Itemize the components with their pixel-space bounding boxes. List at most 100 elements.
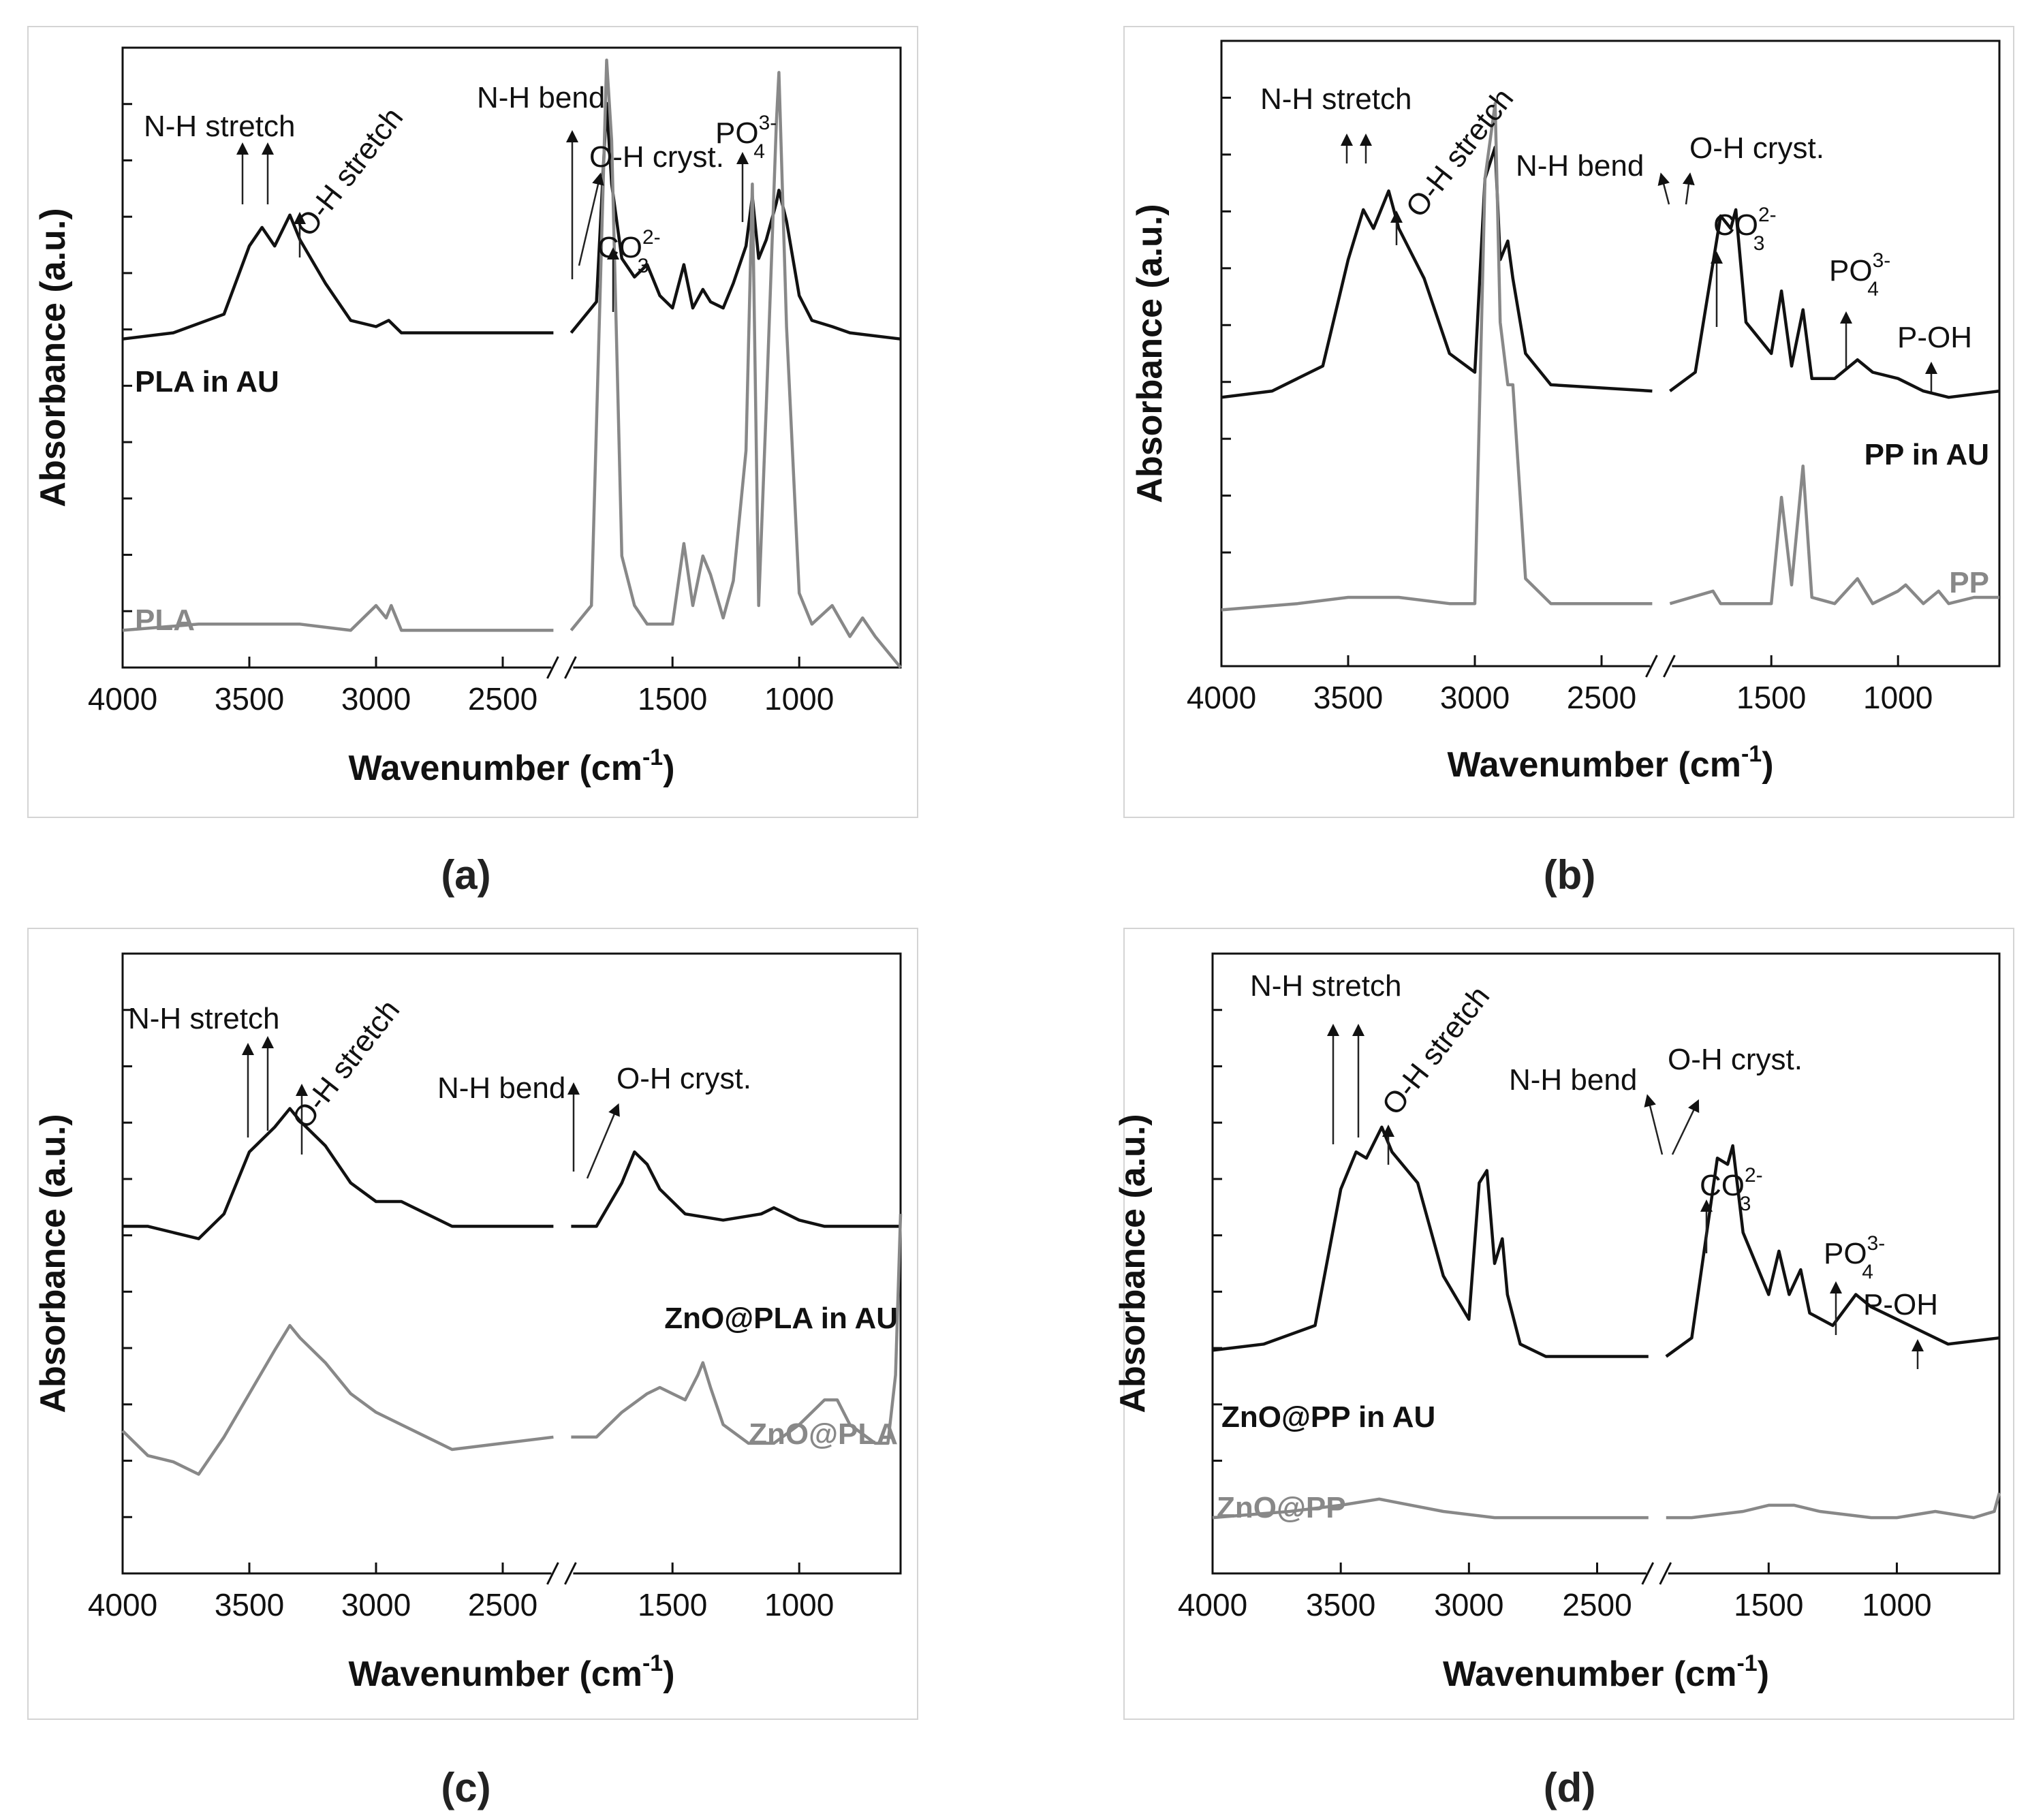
annotation-text: N-H bend xyxy=(437,1071,565,1105)
x-tick-label: 3000 xyxy=(1440,680,1510,715)
annotation-label: PO3- 4 xyxy=(715,112,777,163)
annotation-subscript: 4 xyxy=(753,140,765,163)
series-line-pla-seg2 xyxy=(570,58,902,669)
series-label: PP xyxy=(1949,566,1989,599)
series-line-pp-in-au-seg2 xyxy=(1669,208,2000,399)
x-axis-title-main: Wavenumber (cm xyxy=(348,749,642,788)
annotation-label: O-H cryst. xyxy=(589,140,724,174)
annotation-text: CO xyxy=(1713,208,1758,242)
annotation-subscript: 4 xyxy=(1862,1261,1873,1283)
x-tick-label: 1500 xyxy=(638,681,707,717)
annotation-charge: 3- xyxy=(1873,249,1891,272)
x-tick-label: 3000 xyxy=(341,681,411,717)
series-line-pp-seg2 xyxy=(1669,464,1999,606)
x-axis-title-sup: -1 xyxy=(642,744,663,770)
annotation-label: O-H cryst. xyxy=(1689,131,1824,165)
x-tick-label: 1500 xyxy=(1734,1587,1803,1622)
series-label: PP in AU xyxy=(1865,438,1989,471)
axis-break-mark xyxy=(564,656,577,679)
x-axis-title-end: ) xyxy=(663,749,674,788)
series-line-pla-seg1 xyxy=(122,603,554,632)
plot-frame xyxy=(1220,40,2001,668)
series-label: ZnO@PLA xyxy=(749,1417,898,1451)
series-line-zno-pp-in-au-seg2 xyxy=(1665,1144,2000,1358)
annotation-charge: 2- xyxy=(1758,204,1777,226)
panel-a-frame xyxy=(27,26,918,818)
x-axis-title: Wavenumber (cm-1) xyxy=(348,744,674,788)
annotation-label: N-H bend xyxy=(1516,149,1644,183)
series-line-zno-pp-seg2 xyxy=(1666,1492,2001,1520)
x-axis-title-sup: -1 xyxy=(1736,1650,1757,1676)
x-axis-title-main: Wavenumber (cm xyxy=(348,1654,642,1694)
series-line-zno-pp-seg1 xyxy=(1212,1497,1649,1520)
caption-b: (b) xyxy=(1543,852,1596,898)
annotation-label: N-H stretch xyxy=(1250,969,1401,1003)
annotation-arrow xyxy=(586,1103,620,1179)
x-axis-title-end: ) xyxy=(1758,1654,1769,1694)
x-axis-title: Wavenumber (cm-1) xyxy=(348,1650,674,1694)
annotation-text: N-H stretch xyxy=(1250,969,1401,1003)
annotation-label: N-H bend xyxy=(477,81,605,114)
annotation-text: N-H stretch xyxy=(128,1002,279,1035)
x-tick-label: 1000 xyxy=(764,1587,834,1622)
axis-break-mark xyxy=(564,1562,577,1585)
annotation-arrow xyxy=(1657,172,1670,205)
annotation-arrow xyxy=(578,172,604,266)
annotation-text: N-H stretch xyxy=(144,110,295,143)
annotation-text: O-H cryst. xyxy=(1668,1043,1803,1076)
series-line-pla-in-au-seg2 xyxy=(570,101,901,341)
x-tick-label: 1000 xyxy=(1862,1587,1931,1622)
panel-c-frame xyxy=(27,928,918,1720)
series-line-pp-seg1 xyxy=(1221,101,1653,612)
y-axis-title: Absorbance (a.u.) xyxy=(33,1114,73,1413)
annotation-label: CO2- 3 xyxy=(597,226,661,277)
x-tick-label: 3500 xyxy=(1313,680,1383,715)
annotation-label: CO2- 3 xyxy=(1713,204,1777,255)
annotation-label: N-H stretch xyxy=(144,110,295,143)
x-tick-label: 1500 xyxy=(638,1587,707,1622)
annotation-subscript: 3 xyxy=(1740,1193,1751,1215)
annotation-subscript: 4 xyxy=(1867,278,1879,300)
x-tick-label: 4000 xyxy=(88,681,157,717)
annotation-text: CO xyxy=(1700,1169,1745,1202)
annotation-text: O-H cryst. xyxy=(617,1062,751,1095)
x-tick-label: 3500 xyxy=(215,1587,284,1622)
x-tick-label: 4000 xyxy=(1178,1587,1247,1622)
annotation-charge: 3- xyxy=(759,112,777,134)
annotation-text: PO xyxy=(1824,1237,1867,1270)
annotation-arrow xyxy=(1671,1099,1700,1155)
series-line-zno-pla-in-au-seg1 xyxy=(123,1107,554,1240)
series-line-zno-pla-seg1 xyxy=(121,1323,554,1476)
annotation-text: O-H cryst. xyxy=(589,140,724,174)
annotation-label: N-H bend xyxy=(437,1071,565,1105)
annotation-label: P-OH xyxy=(1863,1288,1938,1321)
x-axis-title: Wavenumber (cm-1) xyxy=(1443,1650,1769,1694)
axis-break-mark xyxy=(1641,1562,1655,1585)
x-axis-title: Wavenumber (cm-1) xyxy=(1447,741,1773,785)
annotation-text: P-OH xyxy=(1897,321,1972,354)
series-label: PLA in AU xyxy=(135,365,279,398)
caption-a: (a) xyxy=(441,852,491,898)
annotation-label: N-H stretch xyxy=(1260,82,1411,116)
x-tick-label: 2500 xyxy=(1562,1587,1632,1622)
x-tick-label: 3000 xyxy=(1434,1587,1503,1622)
panel-d-frame xyxy=(1123,928,2014,1720)
x-tick-label: 4000 xyxy=(1187,680,1256,715)
x-tick-label: 1000 xyxy=(764,681,834,717)
x-axis-title-sup: -1 xyxy=(1741,741,1762,767)
annotation-text: CO xyxy=(597,231,642,264)
series-label: ZnO@PLA in AU xyxy=(664,1302,898,1335)
annotation-text: N-H bend xyxy=(1509,1063,1637,1097)
annotation-charge: 2- xyxy=(642,226,661,249)
annotation-subscript: 3 xyxy=(1753,232,1765,255)
annotation-label: O-H cryst. xyxy=(1668,1043,1803,1076)
annotation-label: PO3- 4 xyxy=(1829,249,1890,300)
axis-break-mark xyxy=(546,656,559,679)
caption-c: (c) xyxy=(441,1765,491,1810)
axis-break-mark xyxy=(546,1562,559,1585)
x-tick-label: 3500 xyxy=(1306,1587,1375,1622)
annotation-label: CO2- 3 xyxy=(1700,1164,1763,1215)
axis-break-mark xyxy=(1645,655,1658,678)
